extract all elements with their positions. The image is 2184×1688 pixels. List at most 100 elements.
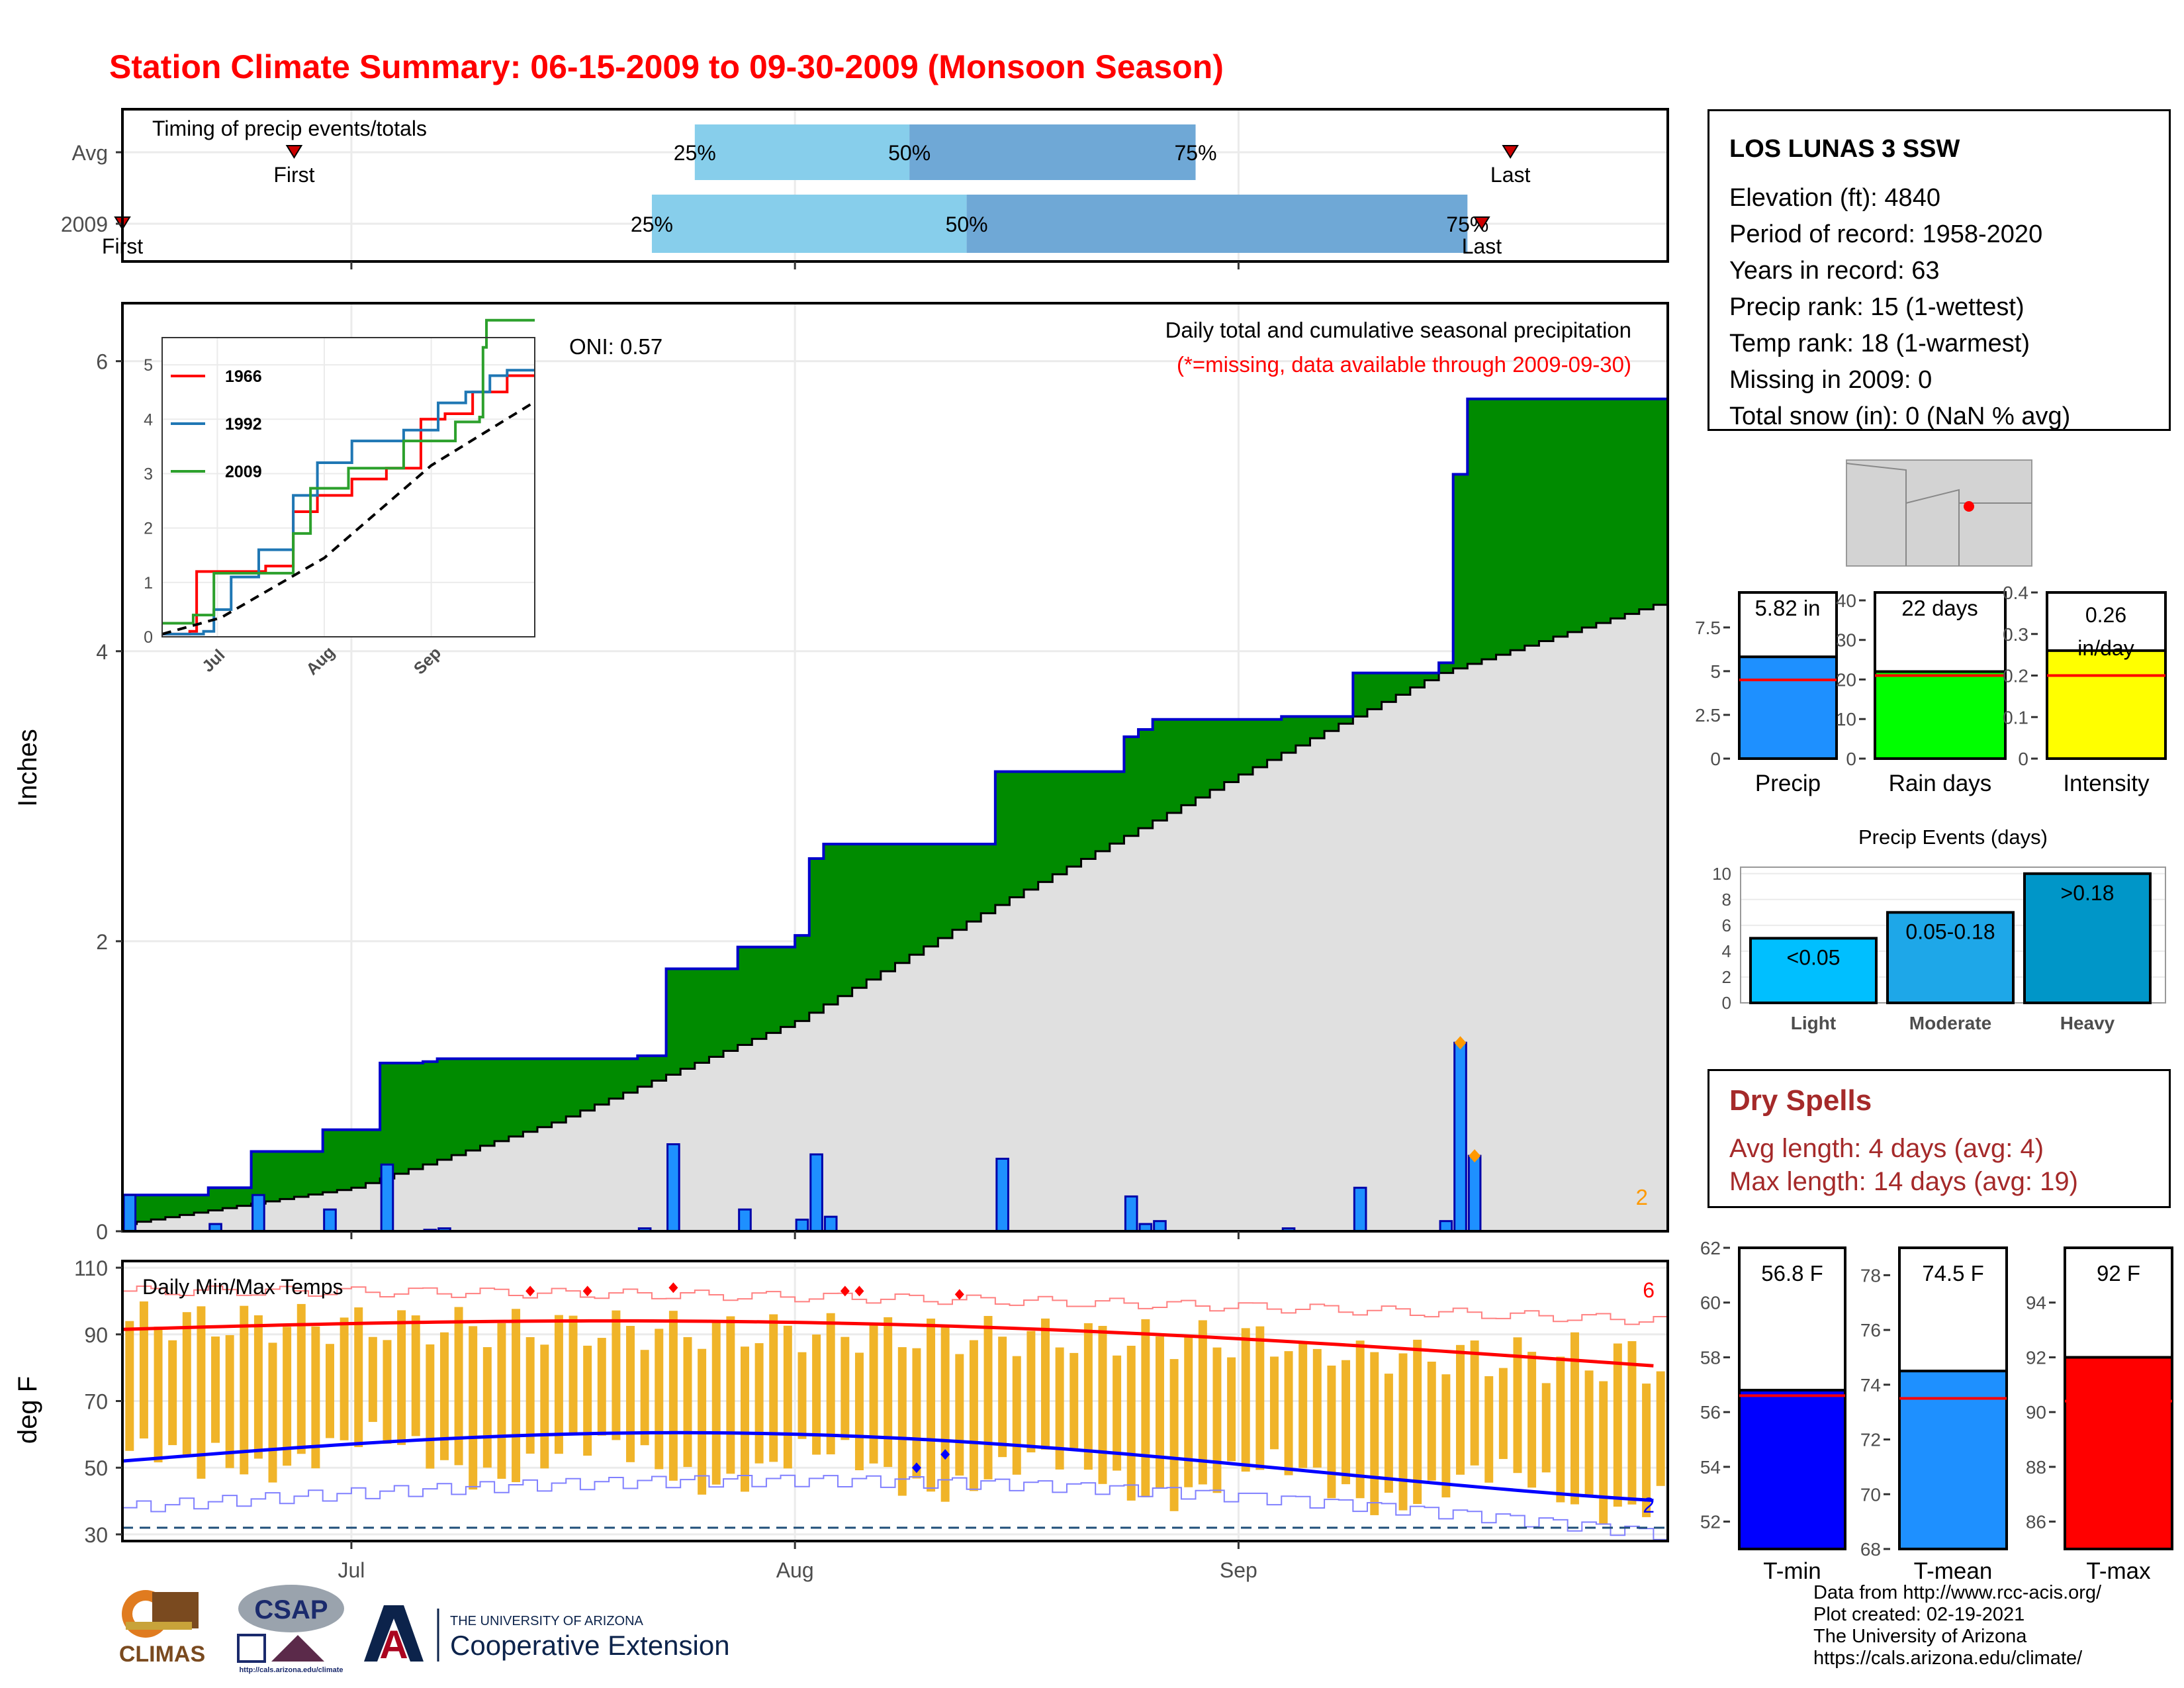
timing-first-marker [285,145,303,159]
ua-logo-big-text: Cooperative Extension [450,1630,730,1661]
temp-y-tick-label: 70 [84,1390,108,1414]
precip-events-category-label: Moderate [1909,1013,1991,1033]
record-low-count: 2 [1643,1493,1655,1517]
daily-temp-bar [854,1352,864,1471]
tmean-gauge-tick-label: 68 [1860,1539,1881,1560]
record-high-marker [525,1286,535,1297]
daily-precip-bar [380,1163,394,1233]
tmean-gauge-bar [1898,1370,2008,1551]
precip-events-category-label: Heavy [2060,1013,2115,1033]
timing-title: Timing of precip events/totals [152,117,427,140]
precip-events-bar [1886,911,2015,1005]
precip-events-tick-label: 8 [1722,890,1731,910]
climas-logo-text: CLIMAS [119,1642,205,1667]
daily-temp-bar [1055,1347,1064,1470]
daily-precip-bar [323,1208,337,1233]
daily-temp-bar [1241,1328,1250,1472]
daily-temp-bar [340,1317,349,1440]
tmax-gauge-value: 92 F [2097,1261,2140,1286]
inset-border [161,337,535,637]
daily-precip-bar [122,1194,137,1233]
daily-temp-bar [1083,1323,1093,1470]
daily-temp-bar [1069,1352,1079,1450]
daily-temp-bar [1198,1320,1207,1485]
precip-gauge-label: Precip [1755,771,1821,796]
tmax-gauge-bar [2064,1356,2173,1551]
precip-events-category-label: Light [1791,1013,1836,1033]
daily-temp-bar [253,1315,263,1459]
daily-temp-bar [1126,1345,1136,1501]
temp-y-tick-label: 110 [74,1256,108,1280]
tmax-gauge-label: T-max [2086,1558,2151,1584]
timing-quartile-label: 75% [1175,141,1217,165]
precip-y-axis-label: Inches [13,729,42,807]
raindays-gauge-tick-label: 0 [1846,749,1856,769]
daily-temp-bar [1269,1356,1279,1450]
station-location-marker [1964,501,1974,512]
station-snow: Total snow (in): 0 (NaN % avg) [1729,402,2071,430]
timing-quartile-label: 25% [631,212,673,236]
precip-events-bar [1749,937,1878,1005]
temp-y-tick-label: 30 [84,1523,108,1547]
daily-temp-bar [1413,1339,1422,1505]
daily-temp-bar [655,1329,664,1470]
temp-y-tick-label: 90 [84,1323,108,1347]
daily-temp-bar [626,1325,635,1462]
raindays-gauge-tick-label: 40 [1836,590,1856,611]
daily-temp-bar [797,1352,807,1439]
temp-x-tick-label: Jul [338,1558,365,1582]
average-high-line [122,1319,1654,1368]
daily-temp-bar [1484,1376,1494,1483]
temp-x-tick-label: Sep [1220,1558,1257,1582]
daily-temp-bar [426,1344,435,1469]
daily-temp-bar [1113,1355,1122,1471]
station-name: LOS LUNAS 3 SSW [1729,135,1960,163]
daily-temp-bar [497,1323,506,1479]
raindays-gauge-tick-label: 10 [1836,709,1856,729]
daily-temp-bar [268,1342,277,1483]
intensity-gauge-tick-label: 0.3 [2003,624,2028,645]
intensity-gauge-label: Intensity [2063,771,2150,796]
daily-temp-bar [668,1311,678,1481]
record-precip-marker [1469,1149,1481,1163]
raindays-gauge-value: 22 days [1901,596,1978,620]
daily-temp-bar [182,1312,191,1456]
dry-spells-max: Max length: 14 days (avg: 19) [1729,1167,2078,1196]
tmin-gauge-tick-label: 54 [1700,1457,1721,1477]
precip-gauge-tick-label: 7.5 [1695,618,1721,638]
daily-temp-bar [583,1345,592,1456]
daily-temp-bar [1169,1359,1179,1511]
ua-logo-letter: A [379,1622,408,1667]
daily-temp-bar [1570,1332,1579,1505]
daily-temp-bar [1255,1326,1265,1470]
record-high-marker [954,1289,964,1300]
daily-precip-bar [666,1143,680,1233]
climas-logo: CLIMAS [119,1590,205,1667]
daily-temp-bar [1098,1325,1107,1484]
precip-y-tick-label: 4 [96,640,108,664]
credit-line: The University of Arizona [1813,1626,2027,1647]
daily-temp-bar [640,1350,649,1446]
daily-temp-bar [1599,1381,1608,1525]
raindays-gauge-tick-label: 30 [1836,630,1856,651]
tmean-gauge-tick-label: 78 [1860,1265,1881,1286]
tmean-gauge-value: 74.5 F [1922,1261,1984,1286]
daily-temp-bar [1441,1374,1451,1498]
temp-y-tick-label: 50 [84,1456,108,1480]
dry-spells-avg: Avg length: 4 days (avg: 4) [1729,1134,2044,1163]
daily-temp-bar [397,1310,406,1445]
daily-temp-bar [139,1301,148,1439]
raindays-gauge-tick-label: 20 [1836,669,1856,690]
intensity-gauge-bar [2046,649,2167,760]
precip-events-title: Precip Events (days) [1858,825,2048,849]
daily-precip-bar [1439,1220,1453,1233]
daily-temp-bar [754,1343,764,1464]
precip-events-tick-label: 10 [1712,864,1731,884]
cumulative-2009-line [122,397,1668,1197]
daily-temp-bar [1370,1352,1379,1515]
daily-temp-bar [841,1336,850,1440]
inset-y-tick-label: 1 [144,574,153,592]
daily-precip-bar [1153,1220,1167,1233]
daily-precip-bar [795,1218,809,1233]
